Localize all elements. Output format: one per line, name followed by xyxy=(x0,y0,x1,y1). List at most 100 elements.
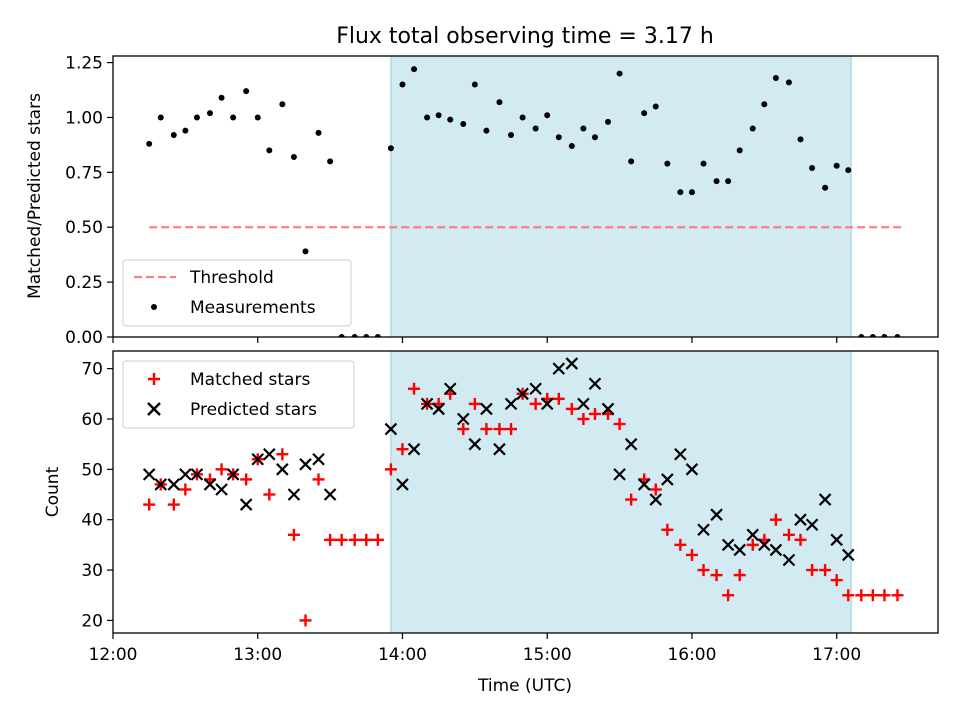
predicted-star-point xyxy=(312,452,325,466)
measurement-point xyxy=(772,74,779,81)
x-tick-label: 12:00 xyxy=(89,645,138,665)
measurement-point xyxy=(254,114,261,121)
matched-star-point xyxy=(685,548,698,561)
bottom-y-tick-label: 20 xyxy=(81,611,103,631)
matched-star-point xyxy=(878,589,891,602)
matched-star-point xyxy=(565,402,578,415)
measurement-point xyxy=(652,103,659,110)
matched-star-point xyxy=(649,483,662,496)
matched-star-point xyxy=(806,564,819,577)
predicted-star-point xyxy=(190,468,204,481)
measurement-point xyxy=(833,162,840,169)
measurement-point xyxy=(243,88,250,95)
matched-star-point xyxy=(240,473,253,486)
predicted-star-point xyxy=(443,382,457,396)
predicted-star-point xyxy=(624,437,638,451)
measurement-point xyxy=(809,164,816,171)
predicted-star-point xyxy=(154,478,168,491)
measurement-point xyxy=(447,116,454,123)
matched-star-point xyxy=(143,498,156,511)
x-tick-label: 16:00 xyxy=(667,645,716,665)
matched-star-point xyxy=(468,397,481,410)
matched-star-point xyxy=(722,589,735,602)
bottom-legend: Matched stars Predicted stars xyxy=(122,360,355,429)
measurement-point xyxy=(146,140,153,147)
matched-star-point xyxy=(819,564,832,577)
measurement-point xyxy=(761,101,768,108)
predicted-star-point xyxy=(263,447,276,461)
matched-star-point xyxy=(384,463,397,476)
predicted-star-point xyxy=(746,528,760,542)
matched-star-point xyxy=(577,412,590,425)
measurement-point xyxy=(266,147,273,154)
predicted-star-point xyxy=(769,543,783,557)
measurement-point xyxy=(399,81,406,88)
predicted-star-point xyxy=(782,553,796,567)
measurement-point xyxy=(616,70,623,77)
measurement-point xyxy=(532,125,539,132)
measurement-point xyxy=(508,132,515,139)
matched-star-point xyxy=(335,533,348,546)
measurement-point xyxy=(894,334,901,337)
measurement-point xyxy=(363,334,370,337)
predicted-star-point xyxy=(226,468,240,481)
predicted-star-point xyxy=(420,397,434,411)
bottom-panel: 20 30 40 50 60 70 12:00 13:00 14:00 15:00 16:00 17:… xyxy=(43,350,939,696)
measurement-point xyxy=(338,334,345,337)
predicted-star-point xyxy=(384,422,398,436)
measurement-point xyxy=(641,110,648,117)
predicted-star-point xyxy=(468,437,482,451)
measurement-point xyxy=(374,334,381,337)
top-y-tick-label: 0.25 xyxy=(65,273,103,293)
measurement-point xyxy=(544,112,551,119)
measurement-point xyxy=(869,334,876,337)
matched-star-point xyxy=(505,423,518,436)
measurement-point xyxy=(193,114,200,121)
matched-star-point xyxy=(324,533,337,546)
matched-star-point xyxy=(891,589,904,602)
measurement-point xyxy=(822,184,829,191)
measurement-point xyxy=(387,145,394,152)
measurement-point xyxy=(290,153,297,160)
top-y-tick-label: 1.25 xyxy=(65,54,103,74)
predicted-star-point xyxy=(142,468,156,481)
predicted-star-point xyxy=(577,397,590,411)
predicted-star-point xyxy=(588,377,602,391)
measurement-point xyxy=(435,112,442,119)
matched-star-point xyxy=(493,423,506,436)
legend-threshold-label: Threshold xyxy=(189,268,274,288)
x-axis-label: Time (UTC) xyxy=(477,676,572,696)
predicted-star-point xyxy=(758,538,771,552)
predicted-star-point xyxy=(215,483,228,496)
measurement-point xyxy=(302,248,309,255)
predicted-star-point xyxy=(805,518,819,532)
matched-star-point xyxy=(371,533,384,546)
x-tick-label: 15:00 xyxy=(523,645,572,665)
predicted-star-point xyxy=(432,402,445,416)
matched-star-point xyxy=(312,473,325,486)
matched-star-point xyxy=(842,589,855,602)
measurement-point xyxy=(315,129,322,136)
measurement-point xyxy=(580,125,587,132)
predicted-star-point xyxy=(794,513,807,526)
matched-star-point xyxy=(263,488,276,501)
matched-star-point xyxy=(360,533,373,546)
matched-star-point xyxy=(480,423,493,436)
top-axes-frame xyxy=(112,55,939,338)
measurement-point xyxy=(157,114,164,121)
measurement-point xyxy=(496,99,503,106)
predicted-star-point xyxy=(276,463,289,476)
legend-predicted-swatch xyxy=(147,402,161,416)
bottom-y-tick-label: 70 xyxy=(81,360,103,380)
matched-star-point xyxy=(625,493,638,506)
predicted-star-point xyxy=(841,548,855,562)
predicted-star-point xyxy=(697,523,710,537)
bottom-shaded-span xyxy=(390,351,852,633)
measurement-point xyxy=(218,94,225,101)
measurement-point xyxy=(483,127,490,134)
predicted-star-point xyxy=(407,442,421,456)
top-y-tick-label: 0.75 xyxy=(65,163,103,183)
measurement-point xyxy=(736,147,743,154)
measurement-point xyxy=(688,189,695,196)
measurement-point xyxy=(605,118,611,125)
